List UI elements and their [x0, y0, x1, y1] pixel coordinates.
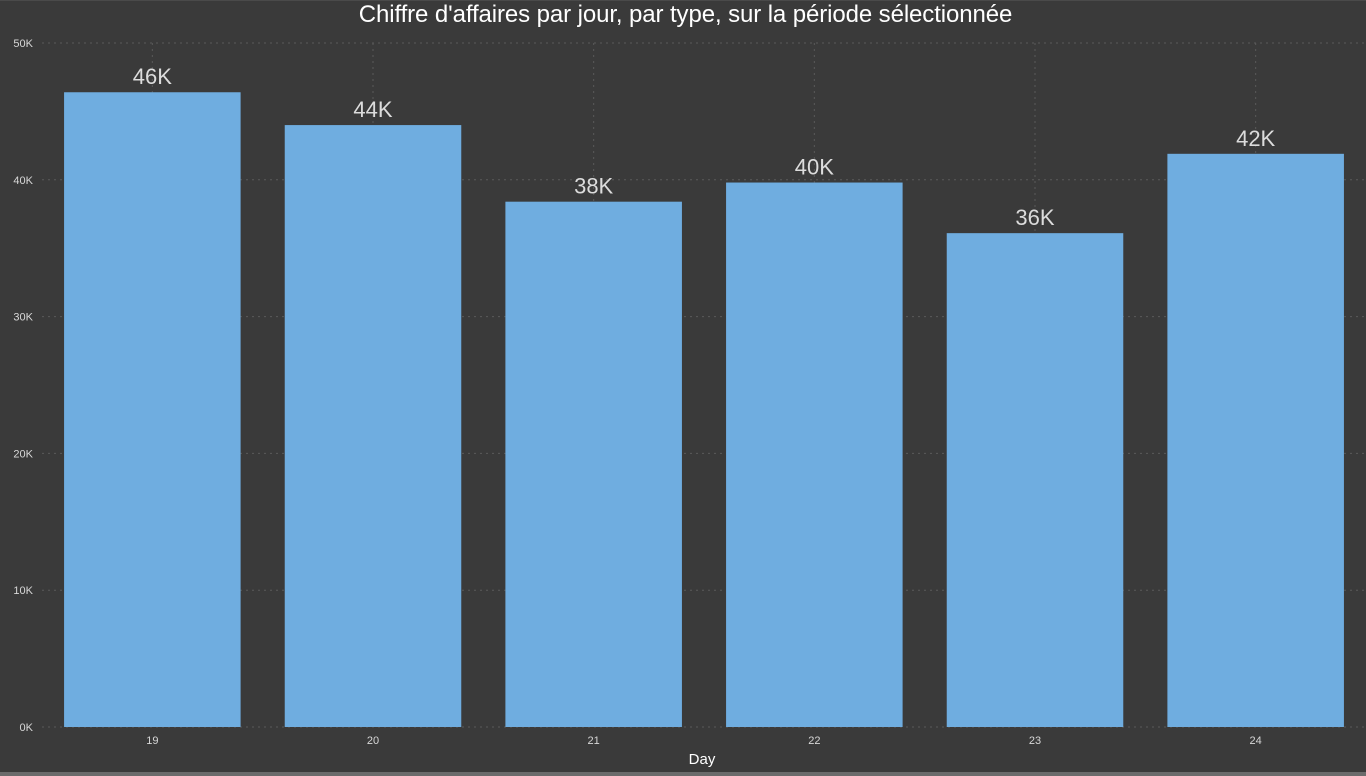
bars — [64, 92, 1344, 728]
bar-day-22[interactable] — [726, 182, 903, 727]
x-axis-title: Day — [689, 751, 716, 768]
x-tick-label: 21 — [588, 735, 600, 747]
y-tick-label: 50K — [13, 38, 33, 50]
data-label-day-20: 44K — [353, 97, 392, 122]
y-tick-label: 10K — [13, 585, 33, 597]
y-tick-label: 20K — [13, 448, 33, 460]
x-tick-label: 22 — [808, 735, 820, 747]
chart-title: Chiffre d'affaires par jour, par type, s… — [358, 1, 1013, 28]
bar-day-21[interactable] — [505, 201, 682, 728]
data-label-day-19: 46K — [133, 64, 172, 89]
y-tick-label: 40K — [13, 175, 33, 187]
x-tick-label: 19 — [146, 735, 158, 747]
x-tick-label: 24 — [1250, 735, 1262, 747]
bar-day-20[interactable] — [284, 125, 462, 727]
data-label-day-22: 40K — [795, 155, 834, 180]
y-tick-label: 0K — [20, 722, 34, 734]
y-tick-label: 30K — [13, 312, 33, 324]
bar-day-19[interactable] — [64, 92, 241, 728]
data-labels: 46K 44K 38K 40K 36K 42K — [133, 64, 1276, 230]
y-axis-ticks: 0K 10K 20K 30K 40K 50K — [13, 38, 33, 734]
data-label-day-23: 36K — [1015, 205, 1054, 230]
x-tick-label: 20 — [367, 735, 379, 747]
data-label-day-21: 38K — [574, 174, 613, 199]
bar-day-23[interactable] — [946, 233, 1124, 728]
x-axis-ticks: 19 20 21 22 23 24 — [146, 735, 1262, 747]
bar-day-24[interactable] — [1167, 153, 1344, 728]
data-label-day-24: 42K — [1236, 126, 1275, 151]
bottom-border — [0, 772, 1366, 776]
x-tick-label: 23 — [1029, 735, 1041, 747]
